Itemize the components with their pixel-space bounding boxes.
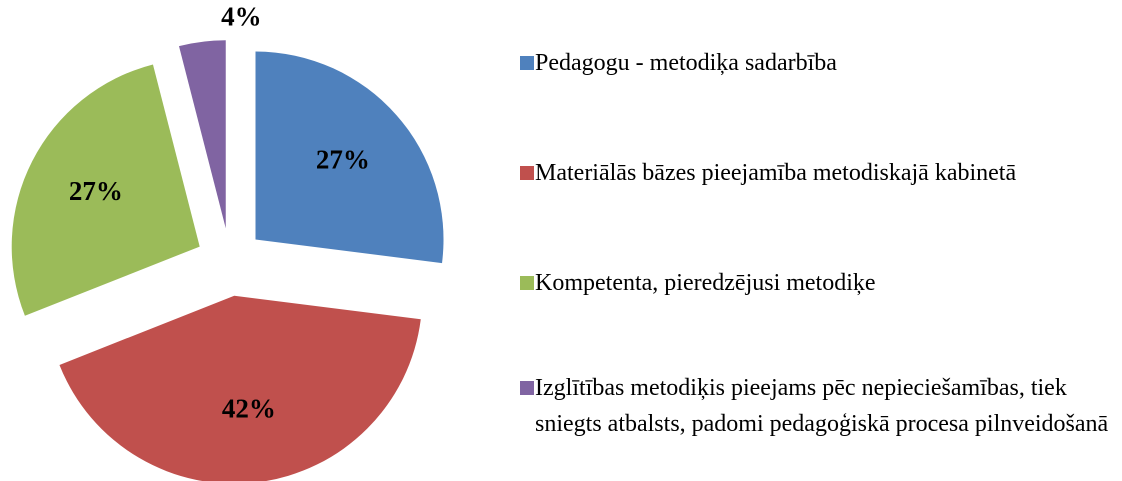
legend-label: Kompetenta, pieredzējusi metodiķe	[535, 270, 876, 296]
legend-swatch	[520, 56, 534, 70]
pie-slice	[255, 51, 444, 264]
data-label: 4%	[221, 2, 262, 32]
data-label: 27%	[316, 145, 370, 175]
data-label: 42%	[222, 394, 276, 424]
legend-item: Pedagogu - metodiķa sadarbība	[520, 45, 1115, 81]
legend-swatch	[520, 381, 534, 395]
legend-label: Izglītības metodiķis pieejams pēc nepiec…	[535, 375, 1109, 437]
legend-item: Materiālās bāzes pieejamība metodiskajā …	[520, 155, 1115, 191]
pie-slice	[59, 295, 421, 481]
legend-label: Pedagogu - metodiķa sadarbība	[535, 50, 837, 76]
legend-swatch	[520, 166, 534, 180]
legend-swatch	[520, 276, 534, 290]
pie-slice	[11, 64, 200, 316]
chart: 27% 42% 27% 4%	[11, 2, 444, 481]
legend-item: Kompetenta, pieredzējusi metodiķe	[520, 265, 1115, 301]
legend-label: Materiālās bāzes pieejamība metodiskajā …	[535, 160, 1017, 186]
pie-slice	[178, 40, 226, 229]
legend-item: Izglītības metodiķis pieejams pēc nepiec…	[520, 370, 1115, 442]
data-label: 27%	[69, 176, 123, 206]
